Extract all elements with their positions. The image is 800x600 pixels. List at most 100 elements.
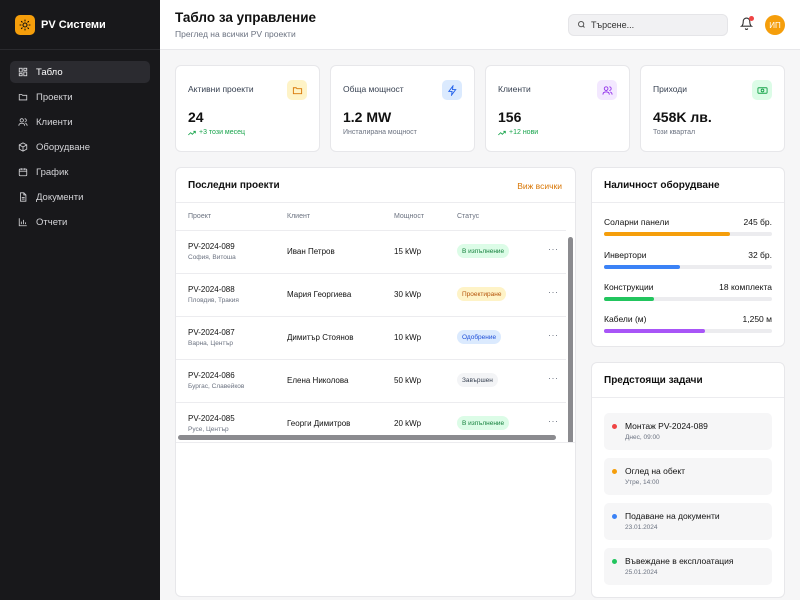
- calendar-icon: [18, 167, 28, 177]
- sun-icon: [15, 14, 35, 35]
- more-actions-icon[interactable]: ···: [548, 287, 559, 297]
- equipment-progress: [604, 329, 772, 333]
- column-header-status: Статус: [457, 213, 480, 220]
- task-item[interactable]: Подаване на документи 23.01.2024: [604, 503, 772, 540]
- divider: [176, 202, 575, 203]
- status-badge: Завършен: [457, 373, 498, 387]
- horizontal-scrollbar[interactable]: [178, 435, 556, 440]
- sidebar-item-projects[interactable]: Проекти: [10, 86, 150, 108]
- sidebar-item-label: Отчети: [36, 216, 68, 228]
- stat-note: Инсталирана мощност: [343, 129, 417, 136]
- equipment-progress: [604, 297, 772, 301]
- users-icon: [18, 117, 28, 127]
- column-header-client: Клиент: [287, 213, 311, 220]
- sidebar-item-label: Оборудване: [36, 141, 91, 153]
- sidebar-item-schedule[interactable]: График: [10, 161, 150, 183]
- money-icon: [752, 80, 772, 100]
- more-actions-icon[interactable]: ···: [548, 244, 559, 254]
- column-header-power: Мощност: [394, 213, 425, 220]
- sidebar-item-reports[interactable]: Отчети: [10, 211, 150, 233]
- stat-note: Този квартал: [653, 129, 695, 136]
- projects-table[interactable]: Проект Клиент Мощност Статус PV-2024-089…: [176, 203, 575, 443]
- sidebar-item-clients[interactable]: Клиенти: [10, 111, 150, 133]
- more-actions-icon[interactable]: ···: [548, 373, 559, 383]
- project-power: 15 kWp: [394, 247, 422, 256]
- equipment-name: Инвертори: [604, 250, 647, 260]
- task-priority-dot: [612, 424, 617, 429]
- avatar[interactable]: ИП: [765, 15, 785, 35]
- stat-label: Обща мощност: [343, 84, 404, 94]
- view-all-link[interactable]: Виж всички: [517, 181, 562, 191]
- vertical-scrollbar[interactable]: [568, 237, 573, 442]
- sidebar-item-label: Клиенти: [36, 116, 73, 128]
- task-item[interactable]: Оглед на обект Утре, 14:00: [604, 458, 772, 495]
- stat-card-active-projects: Активни проекти 24 +3 този месец: [175, 65, 320, 152]
- dashboard-icon: [18, 67, 28, 77]
- page-subtitle: Преглед на всички PV проекти: [175, 29, 296, 39]
- task-date: 23.01.2024: [625, 524, 658, 531]
- equipment-name: Соларни панели: [604, 217, 670, 227]
- project-client: Иван Петров: [287, 247, 335, 256]
- tasks-panel: Предстоящи задачи Монтаж PV-2024-089 Дне…: [591, 362, 785, 598]
- sidebar-item-dashboard[interactable]: Табло: [10, 61, 150, 83]
- equipment-progress-fill: [604, 265, 680, 269]
- task-title: Подаване на документи: [625, 511, 720, 521]
- task-date: Утре, 14:00: [625, 479, 660, 486]
- search-box[interactable]: [568, 14, 728, 36]
- table-row[interactable]: PV-2024-088 Пловдив, Тракия Мария Георги…: [176, 273, 566, 316]
- project-location: Бургас, Славейков: [188, 383, 245, 390]
- sidebar-item-equipment[interactable]: Оборудване: [10, 136, 150, 158]
- sidebar-item-label: Табло: [36, 66, 63, 78]
- task-date: 25.01.2024: [625, 569, 658, 576]
- status-badge: Одобрение: [457, 330, 502, 344]
- task-item[interactable]: Въвеждане в експлоатация 25.01.2024: [604, 548, 772, 585]
- task-priority-dot: [612, 469, 617, 474]
- search-icon: [577, 16, 586, 34]
- task-title: Оглед на обект: [625, 466, 686, 476]
- panel-title: Наличност оборудване: [604, 180, 720, 191]
- equipment-progress: [604, 232, 772, 236]
- project-client: Димитър Стоянов: [287, 333, 354, 342]
- recent-projects-panel: Последни проекти Виж всички Проект Клиен…: [175, 167, 576, 597]
- stat-label: Клиенти: [498, 84, 531, 94]
- column-header-project: Проект: [188, 213, 212, 220]
- equipment-progress-fill: [604, 297, 655, 301]
- equipment-name: Кабели (м): [604, 314, 647, 324]
- task-priority-dot: [612, 559, 617, 564]
- sidebar-item-documents[interactable]: Документи: [10, 186, 150, 208]
- status-badge: Проектиране: [457, 287, 507, 301]
- search-input[interactable]: [591, 20, 721, 30]
- stat-note-text: Този квартал: [653, 129, 696, 136]
- table-row[interactable]: PV-2024-085 Русе, Център Георги Димитров…: [176, 402, 566, 442]
- stat-value: 24: [188, 109, 204, 125]
- table-row[interactable]: PV-2024-086 Бургас, Славейков Елена Нико…: [176, 359, 566, 402]
- project-id: PV-2024-089: [188, 242, 235, 251]
- equipment-count: 18 комплекта: [719, 282, 772, 292]
- more-actions-icon[interactable]: ···: [548, 330, 559, 340]
- project-id: PV-2024-086: [188, 371, 235, 380]
- status-badge: В изпълнение: [457, 416, 510, 430]
- table-row[interactable]: PV-2024-089 София, Витоша Иван Петров 15…: [176, 230, 566, 273]
- project-id: PV-2024-088: [188, 285, 235, 294]
- stat-card-revenue: Приходи 458K лв. Този квартал: [640, 65, 785, 152]
- project-location: Варна, Център: [188, 340, 234, 347]
- stat-value: 458K лв.: [653, 109, 712, 125]
- task-date: Днес, 09:00: [625, 434, 660, 441]
- notifications-button[interactable]: [739, 16, 754, 31]
- equipment-panel: Наличност оборудване Соларни панели 245 …: [591, 167, 785, 347]
- brand[interactable]: PV Системи: [0, 0, 160, 50]
- table-row[interactable]: PV-2024-087 Варна, Център Димитър Стояно…: [176, 316, 566, 359]
- sidebar-item-label: Документи: [36, 191, 84, 203]
- divider: [592, 202, 784, 203]
- task-item[interactable]: Монтаж PV-2024-089 Днес, 09:00: [604, 413, 772, 450]
- equipment-progress-fill: [604, 329, 705, 333]
- project-power: 50 kWp: [394, 376, 422, 385]
- stat-value: 156: [498, 109, 522, 125]
- more-actions-icon[interactable]: ···: [548, 416, 559, 426]
- stat-label: Приходи: [653, 84, 687, 94]
- project-location: Пловдив, Тракия: [188, 297, 239, 304]
- users-icon: [597, 80, 617, 100]
- project-client: Елена Николова: [287, 376, 349, 385]
- bar-chart-icon: [18, 217, 28, 227]
- stat-card-total-power: Обща мощност 1.2 MW Инсталирана мощност: [330, 65, 475, 152]
